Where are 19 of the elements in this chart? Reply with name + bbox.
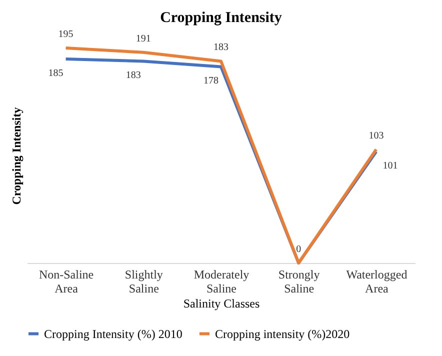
x-tick-label: Waterlogged Area xyxy=(346,268,408,296)
y-axis-title: Cropping Intensity xyxy=(10,107,24,205)
legend-label: Cropping intensity (%)2020 xyxy=(215,326,350,341)
data-label: 183 xyxy=(214,42,228,54)
data-label: 195 xyxy=(58,29,74,40)
data-label: 185 xyxy=(48,68,64,80)
data-label: 183 xyxy=(126,70,141,82)
x-axis-title: Salinity Classes xyxy=(183,296,260,310)
x-tick-label: Moderately Saline xyxy=(194,268,250,296)
data-label: 103 xyxy=(368,130,384,142)
legend-label: Cropping Intensity (%) 2010 xyxy=(44,326,182,341)
x-tick-label: Non-Saline Area xyxy=(38,268,94,296)
data-label: 178 xyxy=(204,76,218,87)
x-tick-label: Strongly Saline xyxy=(278,268,320,296)
data-label: 0 xyxy=(296,244,302,255)
data-label: 101 xyxy=(382,160,398,172)
x-tick-label: Slightly Saline xyxy=(124,268,163,296)
data-label: 191 xyxy=(136,33,151,44)
chart-title: Cropping Intensity xyxy=(160,10,282,26)
